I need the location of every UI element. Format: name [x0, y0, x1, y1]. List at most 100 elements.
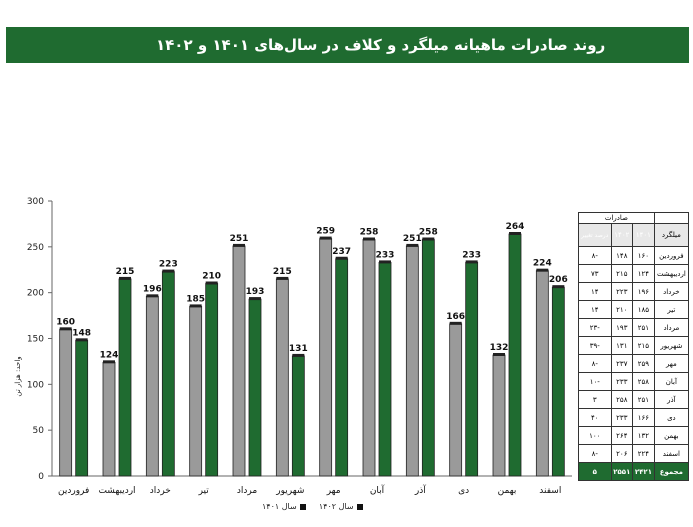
table-cell-change: -۱۰ — [578, 372, 612, 391]
data-label-1402: 233 — [462, 250, 481, 260]
table-header-1401: ۱۴۰۱ — [632, 223, 655, 247]
bar-1401 — [275, 278, 289, 477]
bar-1401 — [232, 245, 246, 477]
table-row: مهر ۲۵۹ ۲۳۷ -۸ — [578, 354, 690, 373]
bar-1402 — [291, 355, 305, 477]
bar-cap — [103, 360, 115, 364]
table-cell-change: -۸ — [578, 354, 612, 373]
bar-1401 — [59, 328, 73, 477]
table-cell-1402: ۲۱۰ — [610, 300, 634, 319]
x-tick-label: شهریور — [275, 486, 304, 496]
table-cell-1401: ۲۵۱ — [632, 390, 655, 409]
table-cell-1402: ۱۴۸ — [610, 246, 634, 265]
bar-cap — [189, 304, 202, 308]
table-cell-1402: ۲۳۷ — [610, 354, 634, 373]
bar-cap — [292, 353, 305, 357]
table-cell-change: -۸ — [578, 444, 612, 463]
table-cell-1401: ۱۶۰ — [632, 246, 655, 265]
table-row: اردیبهشت ۱۲۴ ۲۱۵ ۷۳ — [578, 264, 690, 283]
table-cell-month: فروردین — [653, 246, 690, 265]
bar-1401 — [449, 323, 463, 477]
data-label-1401: 258 — [360, 228, 379, 238]
data-label-1402: 237 — [332, 247, 351, 257]
table-header-change: درصد تغییر — [578, 223, 612, 247]
table-row: تیر ۱۸۵ ۲۱۰ ۱۴ — [578, 300, 690, 319]
bar-1402 — [378, 262, 392, 477]
x-tick-label: بهمن — [498, 486, 517, 496]
y-tick-label: 250 — [27, 243, 44, 253]
bar-cap — [75, 338, 88, 342]
table-cell-month: مهر — [653, 354, 690, 373]
table-cell-change: ۷۳ — [578, 264, 612, 283]
table-row: دی ۱۶۶ ۲۳۳ ۴۰ — [578, 408, 690, 427]
bar-cap — [493, 353, 505, 356]
bar-cap — [379, 260, 391, 264]
table-cell-month: بهمن — [653, 426, 690, 445]
data-label-1402: 215 — [116, 267, 135, 277]
x-tick-label: فروردین — [58, 486, 89, 496]
table-cell-1401: ۱۶۶ — [632, 408, 655, 427]
table-cell-1402: ۲۲۳ — [610, 282, 634, 301]
bar-cap — [233, 243, 245, 247]
data-label-1401: 215 — [273, 267, 292, 277]
table-cell-1402: ۲۵۸ — [610, 390, 634, 409]
bar-1401 — [145, 295, 159, 477]
table-cell-1401: ۲۱۵ — [632, 336, 655, 355]
table-row: آبان ۲۵۸ ۲۳۳ -۱۰ — [578, 372, 690, 391]
bar-cap — [363, 237, 375, 241]
table-cell-1401: ۱۲۴ — [632, 264, 655, 283]
table-cell-1402: ۱۳۱ — [610, 336, 634, 355]
data-label-1401: 132 — [490, 343, 509, 353]
y-tick-label: 150 — [27, 335, 44, 345]
data-label-1401: 166 — [446, 312, 465, 322]
legend: سال ۱۴۰۲ سال ۱۴۰۱ — [262, 502, 366, 511]
y-tick-label: 50 — [33, 426, 45, 436]
table-cell-1402: ۲۳۳ — [610, 408, 634, 427]
table-cell-change: -۲۳ — [578, 318, 612, 337]
table-cell-change: -۸ — [578, 246, 612, 265]
y-tick-label: 300 — [27, 197, 44, 207]
table-cell-change: ۱۴ — [578, 300, 612, 319]
legend-label-1401: سال ۱۴۰۱ — [262, 502, 297, 511]
x-tick-label: آبان — [370, 484, 385, 496]
table-cell-1401: ۱۸۵ — [632, 300, 655, 319]
bar-1402 — [118, 278, 132, 477]
table-group-header: صادرات — [578, 212, 655, 224]
table-body: فروردین ۱۶۰ ۱۴۸ -۸ اردیبهشت ۱۲۴ ۲۱۵ ۷۳ خرداد ۱۹۶ ۲… — [578, 246, 690, 481]
table-cell-month: آبان — [653, 372, 690, 391]
bar-cap — [552, 285, 565, 289]
table-cell-change: ۱۴ — [578, 282, 612, 301]
table-cell-1401: ۲۵۹ — [632, 354, 655, 373]
y-tick-label: 200 — [27, 289, 44, 299]
table-cell-1401: ۲۵۱ — [632, 318, 655, 337]
data-label-1402: 206 — [549, 275, 568, 285]
table-row: خرداد ۱۹۶ ۲۲۳ ۱۴ — [578, 282, 690, 301]
y-tick-label: 0 — [38, 472, 44, 482]
table-cell-month: اردیبهشت — [653, 264, 690, 283]
bar-1402 — [508, 233, 522, 477]
bar-1401 — [535, 270, 549, 477]
data-label-1401: 224 — [533, 259, 552, 269]
data-label-1401: 124 — [100, 350, 119, 360]
table-cell-month: خرداد — [653, 282, 690, 301]
bar-cap — [422, 237, 435, 241]
x-tick-label: اسفند — [539, 486, 561, 496]
table-cell-change: -۳۹ — [578, 336, 612, 355]
table-cell-month: آذر — [653, 390, 690, 409]
data-label-1402: 131 — [289, 344, 308, 354]
data-label-1402: 233 — [376, 250, 395, 260]
bar-1401 — [492, 354, 506, 477]
table-header-product: میلگرد — [653, 223, 690, 247]
table-cell-1402: ۲۱۵ — [610, 264, 634, 283]
legend-swatch-1401 — [299, 503, 306, 510]
table-row: بهمن ۱۳۲ ۲۶۴ ۱۰۰ — [578, 426, 690, 445]
y-tick-label: 100 — [27, 380, 44, 390]
x-tick-label: آذر — [414, 484, 426, 496]
data-label-1401: 185 — [186, 294, 205, 304]
bar-1402 — [335, 258, 349, 477]
data-label-1402: 223 — [159, 260, 178, 270]
data-label-1402: 148 — [72, 328, 91, 338]
table-row: فروردین ۱۶۰ ۱۴۸ -۸ — [578, 246, 690, 265]
bar-1401 — [189, 306, 203, 477]
